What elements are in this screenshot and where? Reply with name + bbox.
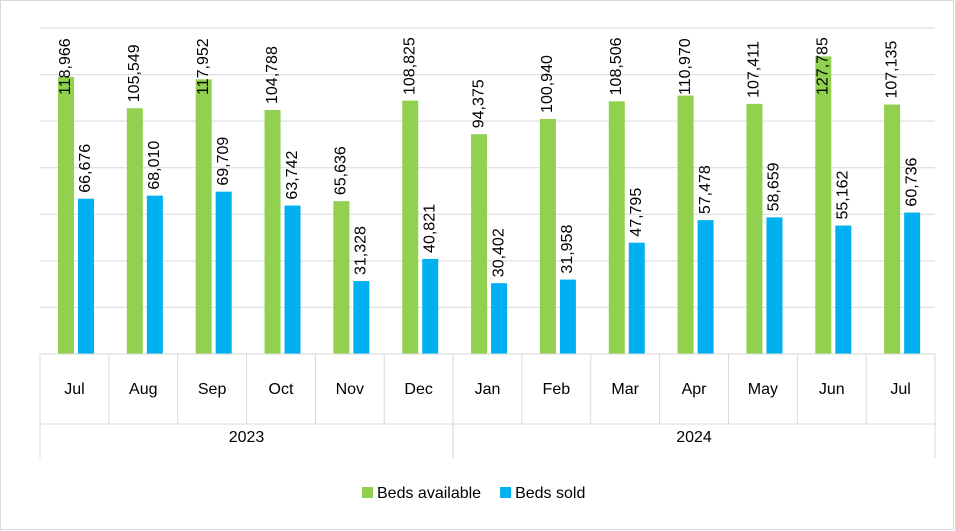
- x-tick-label: Dec: [404, 381, 432, 398]
- bar: [471, 134, 488, 354]
- group-label: 2023: [229, 429, 265, 446]
- data-label: 31,958: [559, 225, 576, 274]
- data-label: 108,506: [608, 37, 625, 95]
- data-label: 68,010: [146, 141, 163, 190]
- bar: [766, 217, 783, 354]
- bar: [628, 242, 645, 354]
- bar: [422, 258, 439, 354]
- data-label: 60,736: [903, 158, 920, 207]
- bar: [491, 283, 508, 354]
- data-label: 94,375: [470, 79, 487, 128]
- data-label: 108,825: [401, 37, 418, 95]
- bar: [815, 56, 832, 354]
- x-tick-label: Nov: [336, 381, 364, 398]
- x-tick-label: Mar: [611, 381, 639, 398]
- x-tick-label: Jan: [475, 381, 501, 398]
- data-label: 31,328: [353, 226, 370, 275]
- bar: [215, 191, 232, 354]
- x-tick-label: Jun: [819, 381, 845, 398]
- legend-swatch: [362, 487, 373, 498]
- data-label: 100,940: [539, 55, 556, 113]
- data-label: 63,742: [284, 151, 301, 200]
- bar: [835, 225, 852, 354]
- data-label: 110,970: [677, 38, 694, 95]
- bar: [677, 95, 694, 355]
- bar: [333, 201, 350, 354]
- bar: [146, 195, 163, 354]
- group-label: 2024: [676, 429, 712, 446]
- legend-swatch: [500, 487, 512, 498]
- bar: [884, 104, 901, 354]
- data-label: 66,676: [77, 144, 94, 193]
- data-label: 127,785: [815, 37, 832, 95]
- data-label: 117,952: [195, 38, 212, 95]
- x-tick-label: Oct: [269, 381, 294, 398]
- data-label: 107,135: [883, 41, 900, 99]
- x-tick-label: Sep: [198, 381, 227, 398]
- data-label: 40,821: [421, 204, 438, 253]
- bar: [78, 198, 94, 354]
- data-label: 107,411: [746, 41, 763, 98]
- bar: [402, 100, 419, 354]
- bar: [284, 205, 301, 354]
- data-label: 57,478: [697, 165, 714, 214]
- data-label: 55,162: [835, 171, 852, 220]
- data-label: 30,402: [490, 228, 507, 277]
- data-label: 105,549: [126, 44, 143, 102]
- data-label: 118,966: [57, 38, 74, 95]
- data-label: 69,709: [215, 137, 232, 186]
- bar: [126, 108, 143, 354]
- bar: [559, 279, 576, 354]
- x-tick-label: Feb: [543, 381, 571, 398]
- data-label: 47,795: [628, 188, 645, 237]
- legend-label: Beds available: [377, 485, 481, 502]
- bar: [353, 281, 370, 354]
- data-label: 104,788: [264, 46, 281, 104]
- legend-label: Beds sold: [515, 485, 585, 502]
- x-tick-label: Apr: [682, 381, 708, 398]
- x-tick-label: May: [748, 381, 778, 398]
- bar: [539, 118, 556, 354]
- bar: [195, 79, 212, 355]
- x-tick-label: Aug: [129, 381, 157, 398]
- bar: [746, 103, 763, 355]
- data-label: 65,636: [333, 146, 350, 195]
- bar: [904, 212, 921, 354]
- bar: [58, 76, 74, 354]
- bar: [608, 101, 625, 354]
- bar: [264, 109, 281, 355]
- data-label: 58,659: [766, 162, 783, 211]
- x-tick-label: Jul: [890, 381, 910, 398]
- bar: [697, 220, 714, 354]
- x-tick-label: Jul: [64, 381, 84, 398]
